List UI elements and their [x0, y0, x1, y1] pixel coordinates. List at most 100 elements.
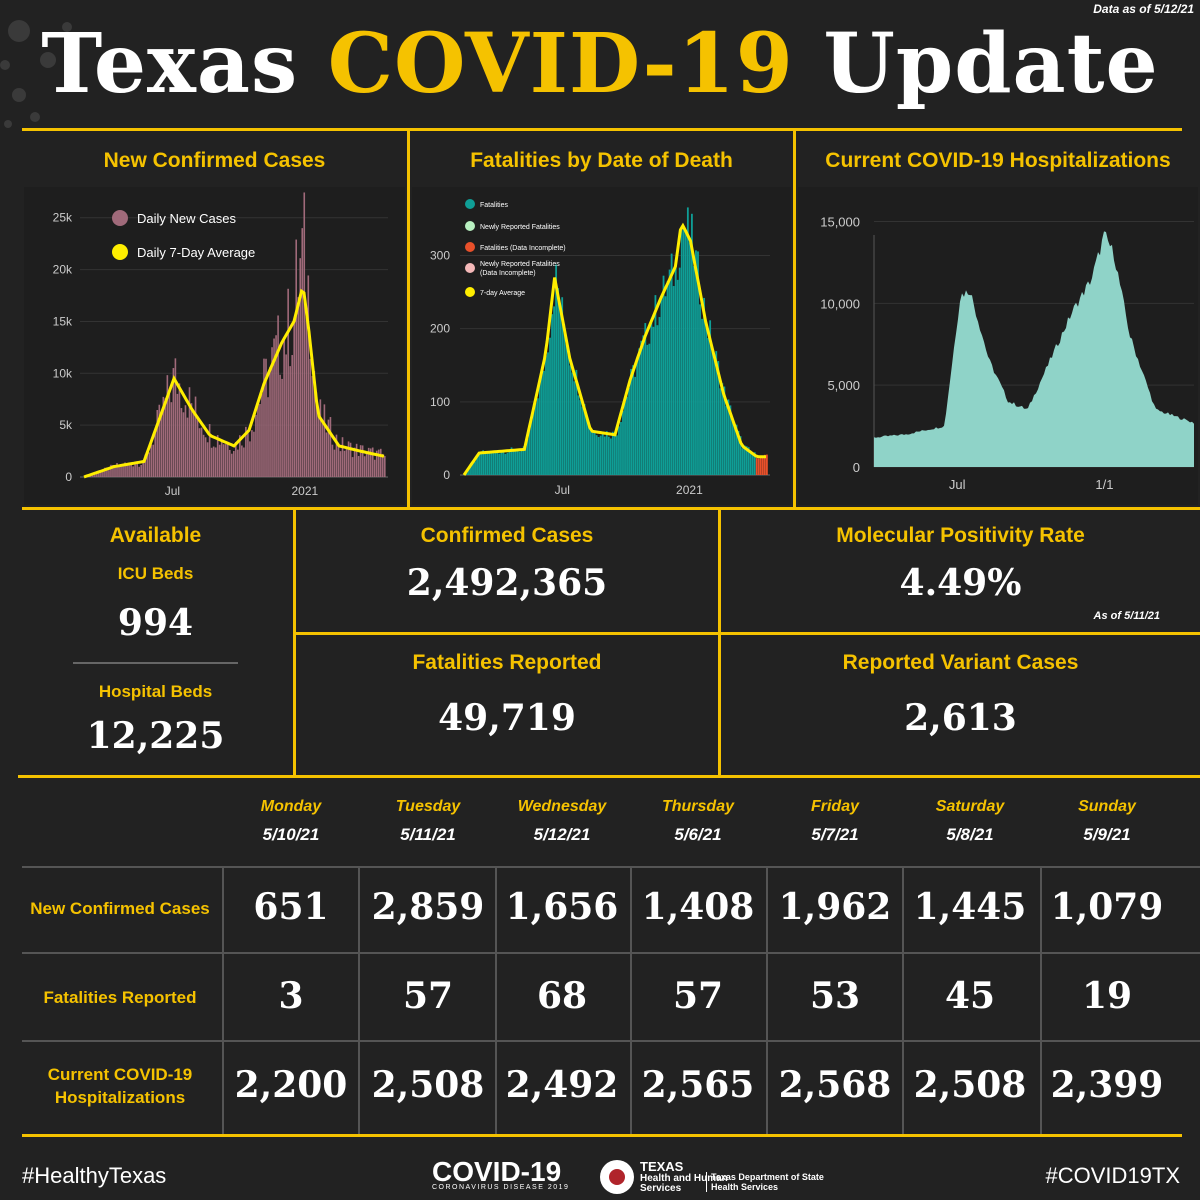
positivity-panel: Molecular Positivity Rate 4.49% As of 5/… — [721, 510, 1200, 632]
day-header-3: Thursday — [661, 798, 734, 815]
fatalities-bar — [749, 450, 752, 475]
fatalities-bar — [541, 366, 543, 475]
fatalities-bar — [506, 452, 509, 475]
covid19-logo-text: COVID-19 — [432, 1156, 562, 1187]
cases-bar — [305, 311, 308, 477]
y-tick-label: 10k — [53, 366, 73, 380]
fatalities-bar — [650, 322, 653, 475]
table-rule — [902, 866, 904, 1134]
title-texas: Texas — [41, 16, 299, 112]
y-tick-label: 5k — [59, 418, 73, 432]
cases-bar — [243, 447, 245, 477]
table-cell: 1,962 — [778, 886, 892, 928]
cases-bar — [140, 464, 142, 477]
divider — [793, 128, 796, 508]
fatalities-bar — [528, 426, 531, 475]
fatalities-bar — [484, 452, 487, 475]
cases-bar — [277, 315, 279, 477]
fatalities-bar — [599, 435, 602, 475]
fatalities-bar — [534, 402, 537, 475]
x-tick-label: 2021 — [676, 483, 703, 497]
divider — [18, 775, 1200, 778]
fatalities-bar — [510, 447, 513, 475]
legend-label: Newly Reported Fatalities — [480, 224, 560, 231]
divider — [407, 128, 410, 508]
fatalities-bar — [551, 314, 553, 475]
cases-bar — [253, 431, 255, 477]
hospitalizations-chart: 15,000 10,000 5,000 0 Jul 1/1 — [820, 215, 1194, 492]
table-cell: 68 — [536, 975, 588, 1017]
dshs-logo: Texas Department of State Health Service… — [706, 1172, 824, 1192]
cases-bar — [170, 402, 173, 477]
cases-bar — [359, 445, 362, 477]
cases-bar — [279, 374, 281, 477]
fatalities-chart: 300 200 100 0 Jul 2021 Fatalities Newly Reporte… — [430, 199, 770, 497]
fatalities-bar — [695, 250, 697, 475]
cases-bar — [265, 358, 267, 477]
fatalities-bar — [482, 450, 485, 475]
fatalities-bar — [543, 370, 545, 475]
cases-bar — [178, 383, 181, 477]
dshs-line2: Health Services — [711, 1182, 779, 1192]
day-header-6: Sunday — [1078, 798, 1136, 815]
dshs-line1: Texas Department of State — [711, 1172, 824, 1182]
cases-bar — [98, 473, 100, 477]
cases-bar — [245, 426, 247, 477]
fatalities-bar — [579, 400, 582, 475]
cases-bar — [335, 434, 338, 477]
cases-bar — [96, 472, 98, 477]
fatalities-bar — [468, 469, 470, 475]
cases-bar — [303, 192, 306, 477]
table-cell: 57 — [402, 975, 454, 1017]
data-as-of: Data as of 5/12/21 — [1093, 2, 1194, 16]
fatalities-bar — [705, 325, 707, 475]
fatalities-bar — [547, 352, 549, 475]
title-covid: COVID-19 — [327, 16, 794, 112]
cases-bar — [114, 466, 116, 477]
cases-bar — [130, 464, 132, 477]
cases-bar — [259, 403, 261, 477]
cases-bar — [297, 297, 300, 477]
fatalities-bar — [707, 337, 710, 475]
fatalities-bar — [672, 286, 675, 475]
fatalities-bar — [699, 304, 701, 475]
fatalities-bar — [670, 253, 673, 475]
table-rule — [358, 866, 360, 1134]
divider — [293, 507, 296, 777]
cases-bar — [192, 413, 195, 477]
fatalities-chart-panel: Fatalities by Date of Death 300 200 100 0 Ju… — [410, 131, 793, 507]
fatalities-bar — [555, 264, 558, 475]
day-header-5: Saturday — [935, 798, 1005, 815]
row-label-1: Fatalities Reported — [43, 987, 197, 1007]
fatalities-bar — [691, 213, 693, 475]
cases-bar — [146, 450, 149, 477]
texas-seal-icon — [600, 1160, 634, 1194]
cases-bar — [355, 443, 358, 477]
divider — [73, 662, 238, 664]
fatalities-bar — [518, 451, 521, 475]
fatalities-bar — [601, 431, 604, 475]
divider — [22, 507, 1200, 510]
fatalities-bar — [638, 348, 641, 475]
fatalities-bar — [486, 451, 489, 475]
y-tick-label: 300 — [430, 249, 450, 263]
cases-bar — [210, 447, 213, 477]
day-header-4: Friday — [810, 798, 859, 815]
fatalities-bar — [719, 388, 722, 475]
row-label-2: Current COVID-19 Hospitalizations — [47, 1065, 193, 1107]
table-rule — [630, 866, 632, 1134]
x-tick-label: Jul — [555, 483, 570, 497]
cases-bar — [182, 412, 185, 477]
fatalities-bar — [723, 386, 726, 475]
cases-bar — [283, 337, 285, 477]
fatalities-bar — [563, 324, 566, 475]
hhs-texas: TEXAS — [640, 1159, 684, 1174]
cases-bar — [273, 338, 275, 477]
table-rule — [1040, 866, 1042, 1134]
fatalities-bar — [763, 454, 766, 475]
cases-bar — [138, 466, 140, 477]
fatalities-bar — [636, 360, 639, 475]
cases-bar — [369, 448, 372, 477]
table-cell: 2,568 — [778, 1064, 892, 1106]
fatalities-bar — [480, 453, 483, 475]
